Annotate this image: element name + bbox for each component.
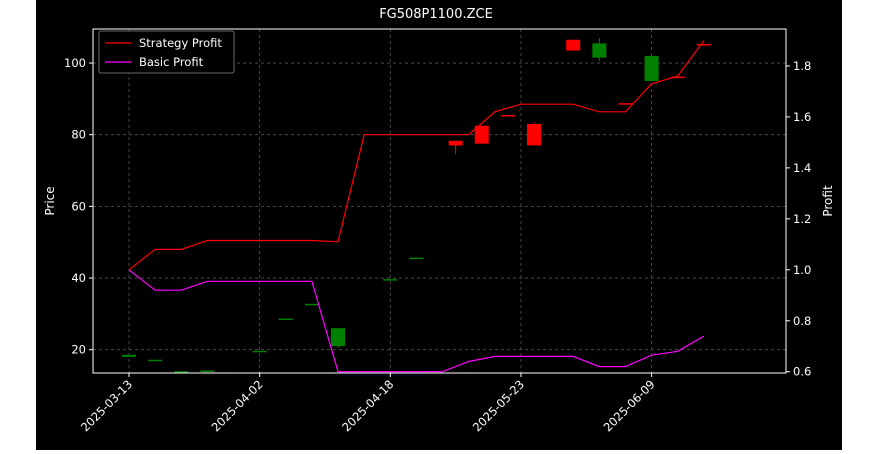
plot-frame	[92, 28, 787, 374]
candle	[500, 115, 515, 117]
right-tick-label: 1.0	[793, 263, 811, 277]
candle	[670, 76, 685, 79]
series-line-strategy-profit	[128, 40, 705, 271]
right-tick-label: 1.6	[793, 110, 811, 124]
candles	[122, 37, 711, 373]
left-tick-label: 60	[71, 199, 86, 213]
right-axis-ticks: 0.6 0.8 1.0 1.2 1.4 1.6 1.8	[786, 59, 811, 379]
candle	[148, 359, 163, 362]
candle-body	[122, 354, 136, 357]
left-tick-label: 40	[71, 271, 86, 285]
candle-body	[409, 257, 424, 260]
candle-body	[527, 123, 542, 146]
candle	[527, 122, 542, 146]
right-tick-label: 1.8	[793, 59, 811, 73]
x-tick-label: 2025-03-13	[78, 377, 135, 434]
candlestick-chart: FG508P1100.ZCE 20 40 60 80 100 0.6 0.8 1.0 1.2 1…	[43, 7, 835, 434]
candle-body	[448, 140, 463, 146]
right-axis-label: Profit	[821, 185, 835, 217]
candle-body	[148, 359, 163, 362]
left-axis-ticks: 20 40 60 80 100	[64, 56, 93, 357]
legend: Strategy Profit Basic Profit	[98, 30, 235, 74]
candle	[618, 103, 633, 105]
right-tick-label: 1.2	[793, 212, 811, 226]
series-line-basic-profit	[128, 269, 705, 373]
legend-label-basic-profit: Basic Profit	[139, 55, 204, 69]
x-tick-label: 2025-06-09	[601, 377, 658, 434]
candle-body	[278, 318, 293, 321]
x-tick-label: 2025-04-18	[339, 377, 396, 434]
candle-body	[566, 39, 581, 51]
candle-body	[644, 55, 659, 81]
candle	[696, 44, 711, 46]
legend-label-strategy-profit: Strategy Profit	[139, 36, 222, 50]
candle-body	[670, 76, 685, 79]
left-tick-label: 20	[71, 343, 86, 357]
candle	[592, 37, 607, 62]
grid	[93, 29, 786, 373]
candle	[644, 55, 659, 81]
right-tick-label: 0.6	[793, 365, 811, 379]
candle	[409, 257, 424, 260]
legend-box	[98, 30, 235, 74]
candle-body	[500, 115, 515, 117]
candle	[448, 140, 463, 155]
profit-lines	[128, 40, 705, 373]
candle-body	[383, 279, 398, 281]
candle-body	[592, 43, 607, 58]
candle-body	[696, 44, 711, 46]
right-tick-label: 1.4	[793, 161, 811, 175]
candle	[566, 39, 581, 51]
left-tick-label: 100	[64, 56, 86, 70]
chart-figure: FG508P1100.ZCE 20 40 60 80 100 0.6 0.8 1.0 1.2 1…	[36, 0, 842, 450]
candle-body	[304, 303, 319, 306]
candle	[331, 328, 346, 348]
candle	[383, 279, 398, 281]
candle-body	[618, 103, 633, 105]
x-tick-label: 2025-04-02	[209, 377, 266, 434]
candle	[474, 125, 489, 144]
candle-body	[474, 125, 489, 144]
chart-title: FG508P1100.ZCE	[379, 7, 493, 22]
candle-body	[200, 370, 215, 372]
right-tick-label: 0.8	[793, 314, 811, 328]
left-axis-label: Price	[43, 186, 57, 215]
left-tick-label: 80	[71, 128, 86, 142]
x-tick-label: 2025-05-23	[470, 377, 527, 434]
candle	[252, 350, 267, 353]
x-axis-ticks: 2025-03-13 2025-04-02 2025-04-18 2025-05-23…	[78, 373, 658, 434]
candle-body	[252, 350, 267, 353]
candle	[122, 354, 136, 357]
candle	[278, 318, 293, 321]
candle	[200, 370, 215, 372]
candle	[304, 303, 319, 306]
candle-body	[174, 371, 189, 373]
candle-body	[331, 328, 346, 347]
candle	[174, 371, 189, 373]
